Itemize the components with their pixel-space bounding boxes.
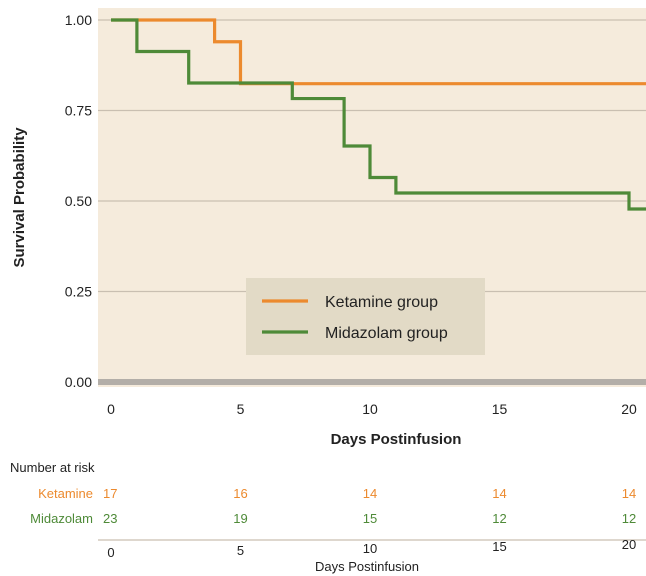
- legend: Ketamine group Midazolam group: [246, 278, 485, 355]
- y-tick-label: 0.00: [65, 374, 92, 390]
- risk-x-tick-label: 0: [107, 545, 114, 560]
- risk-value: 14: [363, 486, 377, 501]
- risk-x-tick-label: 5: [237, 543, 244, 558]
- legend-label: Midazolam group: [325, 325, 448, 342]
- x-tick-label: 20: [621, 401, 637, 417]
- series-lines: [111, 18, 646, 211]
- x-tick-label: 0: [107, 401, 115, 417]
- x-axis-ticks: 0 5 10 15 20: [107, 401, 637, 417]
- zero-baseline: [98, 379, 646, 385]
- y-axis-title: Survival Probability: [11, 127, 28, 268]
- y-tick-label: 0.25: [65, 284, 92, 300]
- risk-value: 12: [492, 511, 506, 526]
- x-tick-label: 15: [492, 401, 508, 417]
- series-line-1: [111, 18, 646, 86]
- risk-value: 15: [363, 511, 377, 526]
- risk-x-axis-title: Days Postinfusion: [315, 559, 419, 574]
- y-axis-ticks: 0.00 0.25 0.50 0.75 1.00: [65, 12, 92, 390]
- risk-value: 17: [103, 486, 117, 501]
- risk-value: 23: [103, 511, 117, 526]
- legend-label: Ketamine group: [325, 294, 438, 311]
- y-tick-label: 1.00: [65, 12, 92, 28]
- risk-value: 14: [622, 486, 636, 501]
- x-tick-label: 10: [362, 401, 378, 417]
- y-tick-label: 0.75: [65, 103, 92, 119]
- baseline-bar: [98, 379, 646, 385]
- legend-box: [246, 278, 485, 355]
- risk-x-tick-label: 15: [492, 539, 506, 554]
- risk-value: 14: [492, 486, 506, 501]
- risk-table: Number at risk Ketamine 17 16 14 14 14 Midazola…: [10, 460, 646, 574]
- x-tick-label: 5: [237, 401, 245, 417]
- y-tick-label: 0.50: [65, 193, 92, 209]
- risk-value: 19: [233, 511, 247, 526]
- risk-x-tick-label: 20: [622, 537, 636, 552]
- risk-x-tick-label: 10: [363, 541, 377, 556]
- risk-row-label: Ketamine: [38, 486, 93, 501]
- x-axis-title: Days Postinfusion: [331, 431, 462, 448]
- risk-value: 12: [622, 511, 636, 526]
- series-line-2: [111, 18, 646, 211]
- risk-value: 16: [233, 486, 247, 501]
- risk-table-title: Number at risk: [10, 460, 95, 475]
- risk-row-label: Midazolam: [30, 511, 93, 526]
